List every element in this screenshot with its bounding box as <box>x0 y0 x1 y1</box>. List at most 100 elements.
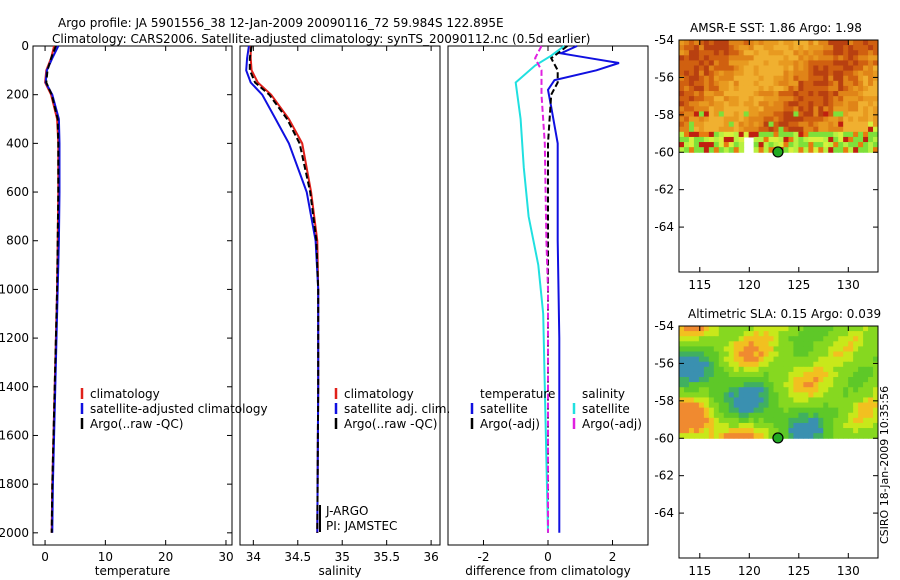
map-cell <box>868 147 874 153</box>
map-cell <box>773 402 779 409</box>
map-cell <box>708 422 715 429</box>
map-cell <box>793 96 799 102</box>
map-cell <box>848 142 854 148</box>
map-cell <box>763 85 770 92</box>
map-cell <box>853 382 859 388</box>
map-cell <box>803 412 809 419</box>
map-cell <box>813 356 819 363</box>
map-cell <box>713 121 720 128</box>
map-cell <box>778 326 784 332</box>
map-cell <box>783 75 789 82</box>
map-cell <box>833 85 839 92</box>
map-cell <box>873 371 879 378</box>
map-cell <box>683 40 690 46</box>
map-cell <box>763 121 770 128</box>
y-tick-label: 1600 <box>0 428 29 442</box>
map-cell <box>708 397 715 404</box>
map-cell <box>813 126 819 133</box>
map-cell <box>853 116 859 123</box>
map-cell <box>713 361 720 368</box>
map-cell <box>738 351 745 358</box>
map-cell <box>683 433 690 439</box>
map-cell <box>783 387 789 393</box>
map-cell <box>718 96 725 102</box>
map-cell <box>858 116 864 123</box>
map-cell <box>748 60 755 67</box>
map-cell <box>763 142 770 148</box>
map-cell <box>703 136 710 143</box>
map-cell <box>768 136 775 143</box>
map-cell <box>758 65 765 72</box>
map-cell <box>703 371 710 378</box>
map-cell <box>763 351 770 358</box>
map-cell <box>748 131 755 138</box>
map-cell <box>698 356 705 363</box>
map-cell <box>818 346 824 353</box>
map-cell <box>778 392 784 398</box>
map-cell <box>753 80 760 87</box>
map-cell <box>718 336 725 342</box>
map-cell <box>753 326 760 332</box>
map-cell <box>723 397 730 404</box>
map-cell <box>693 412 700 419</box>
map-cell <box>838 45 844 51</box>
map-cell <box>693 50 700 56</box>
map-cell <box>773 111 779 118</box>
map-cell <box>728 371 735 378</box>
map-cell <box>768 96 775 102</box>
map-cell <box>823 356 829 363</box>
map-cell <box>838 101 844 107</box>
map-cell <box>823 106 829 112</box>
map-cell <box>818 377 824 383</box>
map-cell <box>818 60 824 67</box>
map-cell <box>808 126 814 133</box>
map-cell <box>693 361 700 368</box>
map-cell <box>688 126 695 133</box>
map-cell <box>798 422 804 429</box>
map-cell <box>688 361 695 368</box>
map-cell <box>708 85 715 92</box>
map-cell <box>808 116 814 123</box>
map-cell <box>823 402 829 409</box>
map-cell <box>823 80 829 87</box>
map-cell <box>848 40 854 46</box>
map-cell <box>853 402 859 409</box>
map-cell <box>773 387 779 393</box>
map-cell <box>868 371 874 378</box>
legend-heading: salinity <box>582 387 625 401</box>
map-cell <box>808 131 814 138</box>
map-cell <box>753 371 760 378</box>
map-cell <box>843 397 849 404</box>
map-cell <box>848 371 854 378</box>
map-cell <box>718 422 725 429</box>
map-cell <box>783 126 789 133</box>
map-cell <box>738 428 745 434</box>
map-cell <box>693 382 700 388</box>
y-tick-label: -60 <box>654 145 674 159</box>
map-cell <box>679 433 685 439</box>
map-cell <box>863 147 869 153</box>
map-cell <box>679 91 685 97</box>
map-cell <box>703 142 710 148</box>
map-cell <box>738 45 745 51</box>
map-cell <box>683 412 690 419</box>
map-cell <box>868 356 874 363</box>
map-cell <box>828 80 834 87</box>
map-cell <box>793 91 799 97</box>
map-cell <box>838 382 844 388</box>
map-cell <box>788 433 794 439</box>
map-cell <box>858 371 864 378</box>
map-cell <box>873 351 879 358</box>
map-cell <box>718 361 725 368</box>
map-cell <box>698 55 705 61</box>
map-cell <box>688 70 695 77</box>
map-cell <box>703 402 710 409</box>
map-cell <box>828 40 834 46</box>
map-cell <box>853 346 859 353</box>
map-cell <box>848 387 854 393</box>
map-cell <box>778 40 784 46</box>
map-cell <box>843 55 849 61</box>
map-cell <box>763 55 770 61</box>
map-cell <box>718 428 725 434</box>
map-cell <box>833 60 839 67</box>
